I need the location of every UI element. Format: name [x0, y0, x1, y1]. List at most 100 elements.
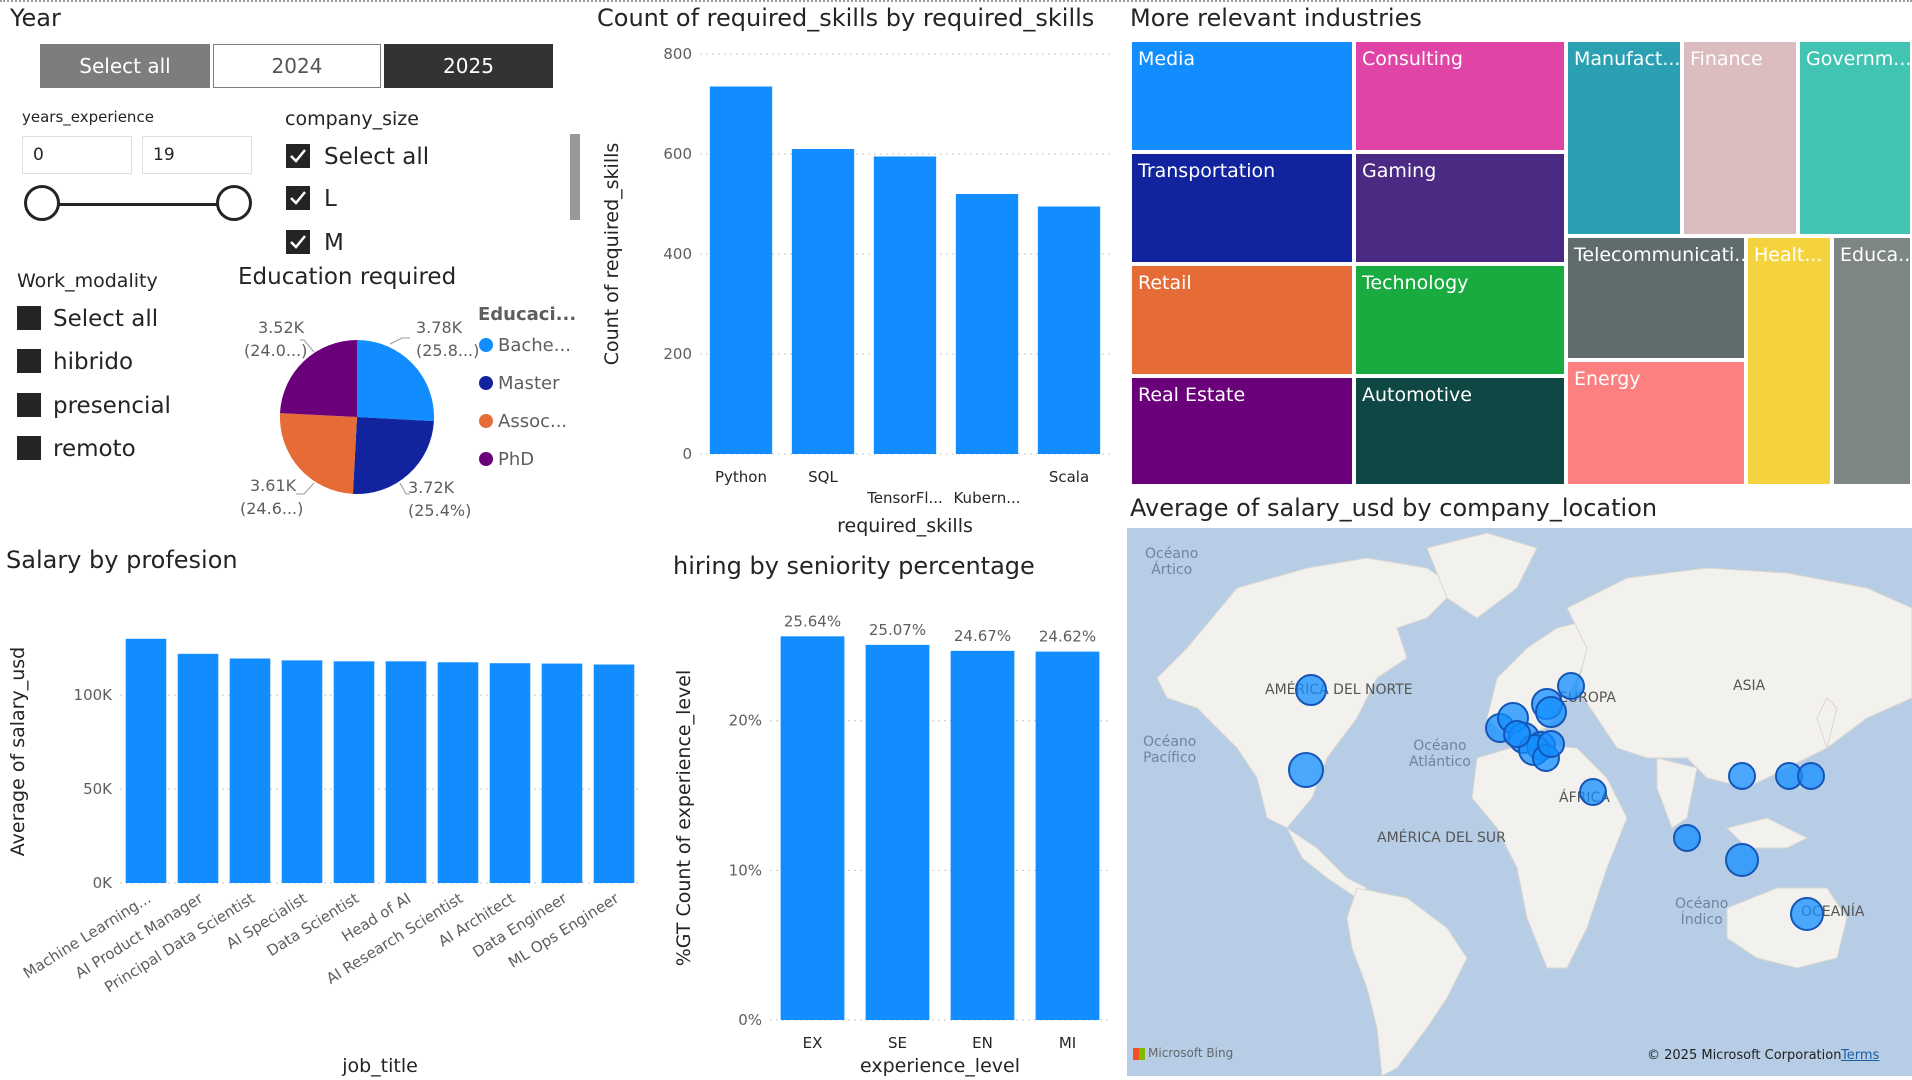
- map-bubble[interactable]: [1295, 674, 1327, 706]
- x-tick-label: Scala: [1049, 468, 1089, 486]
- map-bubble[interactable]: [1557, 672, 1585, 700]
- y-tick-label: 50K: [83, 780, 113, 798]
- treemap-cell[interactable]: Energy: [1566, 360, 1746, 486]
- map-bubble[interactable]: [1797, 762, 1825, 790]
- company-size-scrollbar[interactable]: [570, 134, 580, 220]
- treemap-cell[interactable]: Telecommunicati...: [1566, 236, 1746, 360]
- treemap-cell[interactable]: Retail: [1130, 264, 1354, 376]
- treemap-cell[interactable]: Media: [1130, 40, 1354, 152]
- treemap-cell[interactable]: Finance: [1682, 40, 1798, 236]
- pie-pct-label: (24.0...): [244, 341, 307, 360]
- y-axis-title: Count of required_skills: [601, 143, 623, 366]
- y-tick-label: 0K: [93, 874, 114, 892]
- pie-legend-item[interactable]: PhD: [498, 449, 534, 470]
- y-tick-label: 600: [663, 145, 692, 163]
- treemap-cell[interactable]: Real Estate: [1130, 376, 1354, 486]
- experience-min-input[interactable]: 0: [22, 136, 132, 174]
- bar[interactable]: [955, 194, 1019, 454]
- salary-location-map[interactable]: Océano Ártico AMÉRICA DEL NORTE EUROPA A…: [1127, 528, 1912, 1076]
- map-bubble[interactable]: [1537, 730, 1565, 758]
- map-terms-link[interactable]: Terms: [1841, 1048, 1880, 1063]
- treemap-cell[interactable]: Gaming: [1354, 152, 1566, 264]
- treemap-cell[interactable]: Automotive: [1354, 376, 1566, 486]
- bar[interactable]: [437, 662, 479, 883]
- treemap-cell[interactable]: Technology: [1354, 264, 1566, 376]
- x-tick-label: MI: [1059, 1034, 1076, 1052]
- pie-legend-item[interactable]: Assoc...: [498, 411, 567, 432]
- pie-slice-bachelor[interactable]: [357, 340, 435, 422]
- bar[interactable]: [125, 638, 167, 883]
- industries-treemap: Media Consulting Manufact... Finance Governm…: [1130, 40, 1912, 486]
- x-tick-label: Kubern...: [953, 489, 1020, 507]
- checkbox-icon: [17, 436, 41, 460]
- bar[interactable]: [333, 661, 375, 883]
- bar[interactable]: [865, 644, 930, 1020]
- map-bubble[interactable]: [1579, 778, 1607, 806]
- data-label: 24.62%: [1039, 628, 1096, 646]
- treemap-cell[interactable]: Manufact...: [1566, 40, 1682, 236]
- bar[interactable]: [489, 663, 531, 883]
- map-label-asia: ASIA: [1733, 678, 1766, 694]
- map-bubble[interactable]: [1503, 720, 1531, 748]
- y-tick-label: 100K: [74, 686, 114, 704]
- map-bubble[interactable]: [1673, 824, 1701, 852]
- bar[interactable]: [873, 156, 937, 455]
- skills-chart-title: Count of required_skills by required_ski…: [597, 4, 1095, 32]
- experience-slider-max-handle[interactable]: [216, 185, 252, 221]
- y-tick-label: 0: [682, 445, 692, 463]
- bar[interactable]: [791, 149, 855, 454]
- pie-slice-phd[interactable]: [280, 339, 357, 417]
- bar[interactable]: [709, 86, 773, 455]
- bar[interactable]: [385, 661, 427, 883]
- treemap-cell[interactable]: Healt...: [1746, 236, 1832, 486]
- bing-logo: Microsoft Bing: [1133, 1046, 1233, 1060]
- pie-value-label: 3.72K: [408, 478, 455, 497]
- pie-slice-master[interactable]: [352, 417, 434, 495]
- seniority-chart-title: hiring by seniority percentage: [673, 552, 1035, 580]
- pie-value-label: 3.52K: [258, 318, 305, 337]
- checkbox-checked-icon: [286, 186, 310, 210]
- data-label: 25.07%: [869, 621, 926, 639]
- bar[interactable]: [281, 660, 323, 883]
- pie-legend-item[interactable]: Master: [498, 373, 560, 394]
- map-bubble[interactable]: [1288, 752, 1324, 788]
- experience-slider-min-handle[interactable]: [24, 185, 60, 221]
- legend-dot-icon: [479, 414, 493, 428]
- pie-legend-item[interactable]: Bache...: [498, 335, 571, 356]
- bar[interactable]: [780, 636, 845, 1020]
- bar[interactable]: [593, 664, 635, 883]
- map-bubble[interactable]: [1535, 696, 1567, 728]
- bar[interactable]: [541, 663, 583, 883]
- bar[interactable]: [1037, 206, 1101, 455]
- treemap-cell[interactable]: Governm...: [1798, 40, 1912, 236]
- company-size-label: M: [324, 230, 344, 256]
- bar[interactable]: [950, 650, 1015, 1020]
- map-bubble[interactable]: [1728, 762, 1756, 790]
- experience-max-input[interactable]: 19: [142, 136, 252, 174]
- pie-pct-label: (24.6...): [240, 499, 303, 518]
- treemap-cell[interactable]: Educa...: [1832, 236, 1912, 486]
- pie-value-label: 3.78K: [416, 318, 463, 337]
- checkbox-checked-icon: [286, 144, 310, 168]
- map-bubble[interactable]: [1790, 897, 1824, 931]
- map-label-atlantic: Océano Atlántico: [1409, 738, 1471, 770]
- map-chart-title: Average of salary_usd by company_locatio…: [1130, 494, 1658, 522]
- x-tick-label: EX: [803, 1034, 823, 1052]
- bar[interactable]: [229, 658, 271, 883]
- treemap-cell[interactable]: Transportation: [1130, 152, 1354, 264]
- bar[interactable]: [177, 653, 219, 883]
- year-select-all-button[interactable]: Select all: [40, 44, 210, 88]
- salary-chart-title: Salary by profesion: [6, 546, 238, 574]
- treemap-cell[interactable]: Consulting: [1354, 40, 1566, 152]
- map-bubble[interactable]: [1725, 843, 1759, 877]
- legend-dot-icon: [479, 338, 493, 352]
- x-tick-label: TensorFl...: [866, 489, 943, 507]
- year-2025-button[interactable]: 2025: [384, 44, 553, 88]
- bar[interactable]: [1035, 651, 1100, 1020]
- x-axis-title: required_skills: [837, 515, 973, 537]
- pie-slice-associate[interactable]: [279, 413, 357, 494]
- x-axis-title: job_title: [341, 1055, 418, 1077]
- y-axis-title: Average of salary_usd: [7, 647, 29, 856]
- year-2024-button[interactable]: 2024: [213, 44, 381, 88]
- work-modality-label: remoto: [53, 436, 136, 462]
